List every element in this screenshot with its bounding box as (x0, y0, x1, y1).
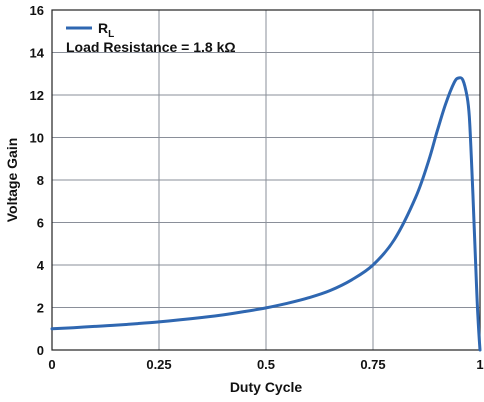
y-tick-label: 10 (30, 131, 44, 146)
legend-series-label: RL (98, 20, 114, 40)
y-tick-label: 0 (37, 343, 44, 358)
series-line-rl (50, 76, 482, 352)
x-tick-label: 0.75 (360, 357, 385, 372)
plot-area-frame (51, 9, 481, 351)
y-tick-label: 12 (30, 88, 44, 103)
x-tick-labels: 0 0.25 0.5 0.75 1 (48, 357, 483, 372)
grid (52, 10, 480, 350)
legend-annotation: Load Resistance = 1.8 kΩ (66, 39, 236, 55)
y-tick-labels: 0 2 4 6 8 10 12 14 16 (30, 3, 45, 358)
legend-series-main: R (98, 20, 108, 36)
legend-series-sub: L (108, 29, 114, 40)
y-tick-label: 16 (30, 3, 44, 18)
y-tick-label: 2 (37, 301, 44, 316)
y-tick-label: 8 (37, 173, 44, 188)
x-tick-label: 0.25 (146, 357, 171, 372)
y-tick-label: 6 (37, 216, 44, 231)
series-layer (50, 76, 482, 352)
x-tick-label: 0 (48, 357, 55, 372)
x-axis-title: Duty Cycle (230, 379, 303, 395)
y-tick-label: 4 (37, 258, 45, 273)
x-tick-label: 0.5 (257, 357, 275, 372)
x-tick-label: 1 (476, 357, 483, 372)
y-tick-label: 14 (30, 46, 45, 61)
y-axis-title: Voltage Gain (4, 138, 20, 223)
legend: RL Load Resistance = 1.8 kΩ (66, 20, 236, 55)
